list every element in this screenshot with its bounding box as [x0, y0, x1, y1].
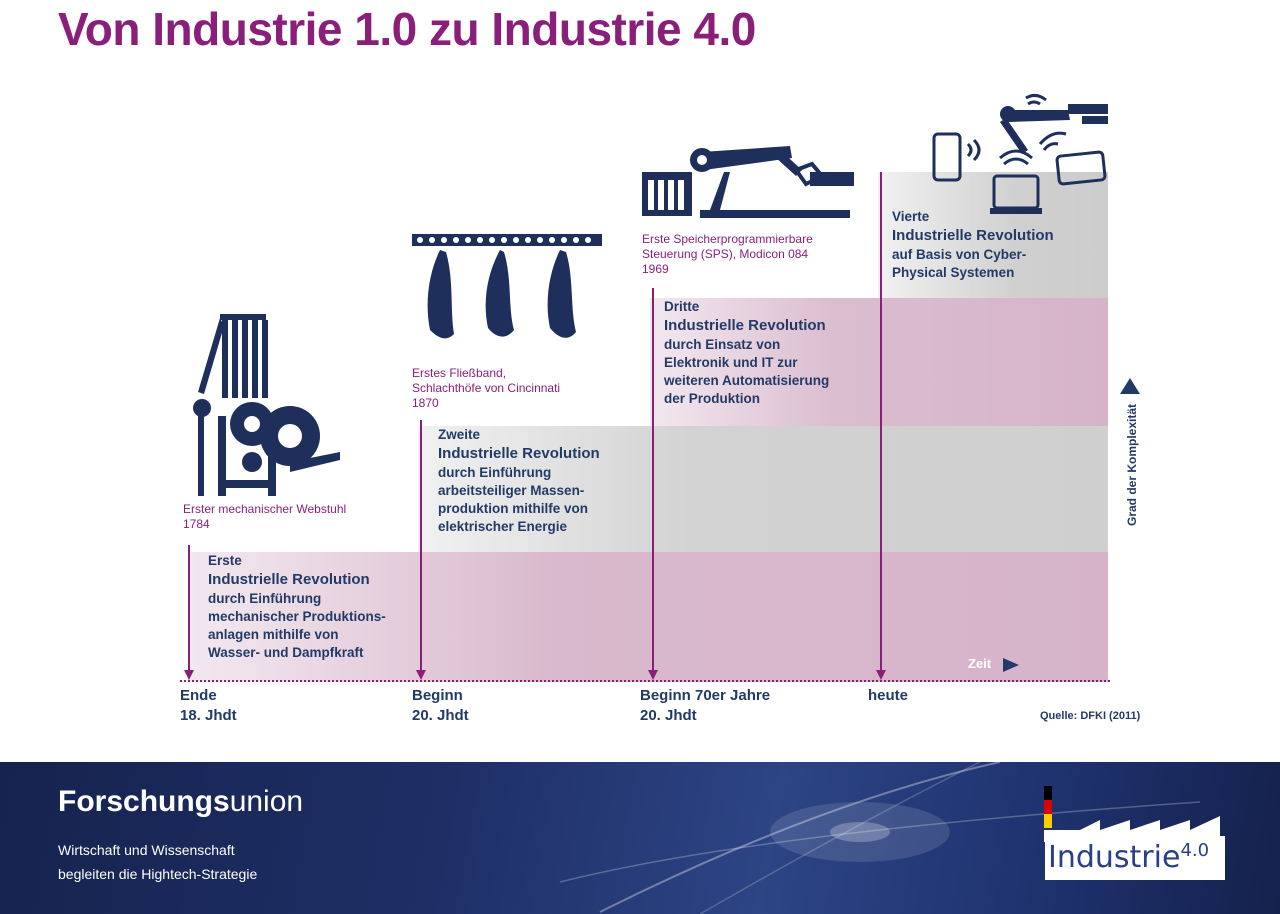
time-label-line: 20. Jhdt — [640, 707, 697, 724]
invention-caption-1: Erster mechanischer Webstuhl 1784 — [183, 502, 346, 532]
timeline-arrow-4 — [876, 670, 886, 680]
industrie-logo-factory-icon — [1044, 786, 1220, 842]
brand-bold: Forschungs — [58, 785, 230, 818]
revolution-line: produktion mithilfe von — [438, 501, 588, 516]
invention-name-1: Erstes Fließband, — [412, 366, 507, 380]
x-axis-text: Zeit — [968, 656, 992, 671]
revolution-line: elektrischer Energie — [438, 519, 568, 534]
connected-devices-icon — [932, 93, 1108, 214]
invention-year: 1784 — [183, 517, 210, 531]
revolution-heading: Industrielle Revolution — [664, 317, 826, 334]
industrie-logo-text: Industrie4.0 — [1048, 840, 1209, 875]
revolution-1-text: Erste Industrielle Revolution durch Einf… — [208, 552, 386, 662]
invention-caption-2: Erstes Fließband, Schlachthöfe von Cinci… — [412, 366, 560, 411]
invention-name-2: Steuerung (SPS), Modicon 084 — [642, 247, 809, 261]
x-axis-label: Zeit — [968, 656, 1019, 672]
revolution-line: weiteren Automatisierung — [664, 373, 830, 388]
time-label-line: heute — [868, 687, 909, 704]
time-axis — [180, 680, 1110, 682]
timeline-marker-3 — [652, 288, 654, 672]
time-label-2: Beginn 20. Jhdt — [412, 686, 469, 726]
timeline-marker-1 — [188, 545, 190, 672]
forschungsunion-logo-text: Forschungsunion — [58, 785, 303, 819]
invention-name-1: Erste Speicherprogrammierbare — [642, 232, 813, 246]
revolution-line: der Produktion — [664, 391, 761, 406]
assembly-line-icon — [412, 234, 602, 339]
invention-year: 1870 — [412, 396, 439, 410]
time-label-line: Ende — [180, 687, 217, 704]
revolution-line: durch Einführung — [438, 465, 552, 480]
revolution-line: Elektronik und IT zur — [664, 355, 798, 370]
y-axis-label: Grad der Komplexität — [1125, 403, 1139, 527]
time-label-line: 18. Jhdt — [180, 707, 237, 724]
logo-version: 4.0 — [1180, 840, 1210, 861]
footer-subtitle-2: begleiten die Hightech-Strategie — [58, 866, 258, 882]
revolution-heading: Industrielle Revolution — [208, 571, 370, 588]
light-streak-graphic — [559, 762, 1201, 914]
band-stage-1 — [188, 552, 1108, 682]
footer-subtitle-1: Wirtschaft und Wissenschaft — [58, 842, 235, 858]
timeline-arrow-2 — [416, 670, 426, 680]
loom-icon — [193, 314, 340, 496]
revolution-heading: Industrielle Revolution — [438, 445, 600, 462]
revolution-heading: Industrielle Revolution — [892, 227, 1054, 244]
y-axis-arrow-icon — [1120, 378, 1140, 394]
robot-arm-icon — [642, 146, 854, 218]
revolution-line: auf Basis von Cyber- — [892, 247, 1027, 262]
revolution-line: anlagen mithilfe von — [208, 627, 339, 642]
timeline-marker-2 — [420, 420, 422, 672]
revolution-label: Vierte — [892, 209, 930, 224]
time-label-line: 20. Jhdt — [412, 707, 469, 724]
revolution-line: durch Einführung — [208, 591, 322, 606]
logo-word: Industrie — [1048, 840, 1181, 875]
time-label-line: Beginn 70er Jahre — [640, 687, 771, 704]
x-axis-arrow-icon — [1002, 657, 1019, 672]
revolution-2-text: Zweite Industrielle Revolution durch Ein… — [438, 426, 600, 536]
invention-year: 1969 — [642, 262, 669, 276]
time-label-3: Beginn 70er Jahre 20. Jhdt — [640, 686, 770, 726]
invention-name-2: Schlachthöfe von Cincinnati — [412, 381, 561, 395]
band-stage-2 — [418, 426, 1108, 552]
timeline-marker-4 — [880, 172, 882, 672]
revolution-line: arbeitsteiliger Massen- — [438, 483, 585, 498]
industrie-logo-box — [1045, 836, 1225, 880]
timeline-arrow-1 — [184, 670, 194, 680]
page-title: Von Industrie 1.0 zu Industrie 4.0 — [58, 3, 756, 55]
time-label-1: Ende 18. Jhdt — [180, 686, 237, 726]
revolution-line: durch Einsatz von — [664, 337, 781, 352]
source-note: Quelle: DFKI (2011) — [1040, 710, 1141, 722]
invention-name: Erster mechanischer Webstuhl — [183, 502, 347, 516]
revolution-label: Dritte — [664, 299, 700, 314]
time-label-4: heute — [868, 686, 908, 706]
band-stage-3 — [650, 298, 1108, 426]
revolution-line: Wasser- und Dampfkraft — [208, 645, 364, 660]
time-label-line: Beginn — [412, 687, 463, 704]
revolution-3-text: Dritte Industrielle Revolution durch Ein… — [664, 298, 829, 408]
revolution-label: Zweite — [438, 427, 481, 442]
timeline-arrow-3 — [648, 670, 658, 680]
revolution-4-text: Vierte Industrielle Revolution auf Basis… — [892, 208, 1054, 282]
revolution-line: mechanischer Produktions- — [208, 609, 386, 624]
revolution-line: Physical Systemen — [892, 265, 1015, 280]
revolution-label: Erste — [208, 553, 242, 568]
brand-rest: union — [229, 785, 304, 818]
invention-caption-3: Erste Speicherprogrammierbare Steuerung … — [642, 232, 813, 277]
